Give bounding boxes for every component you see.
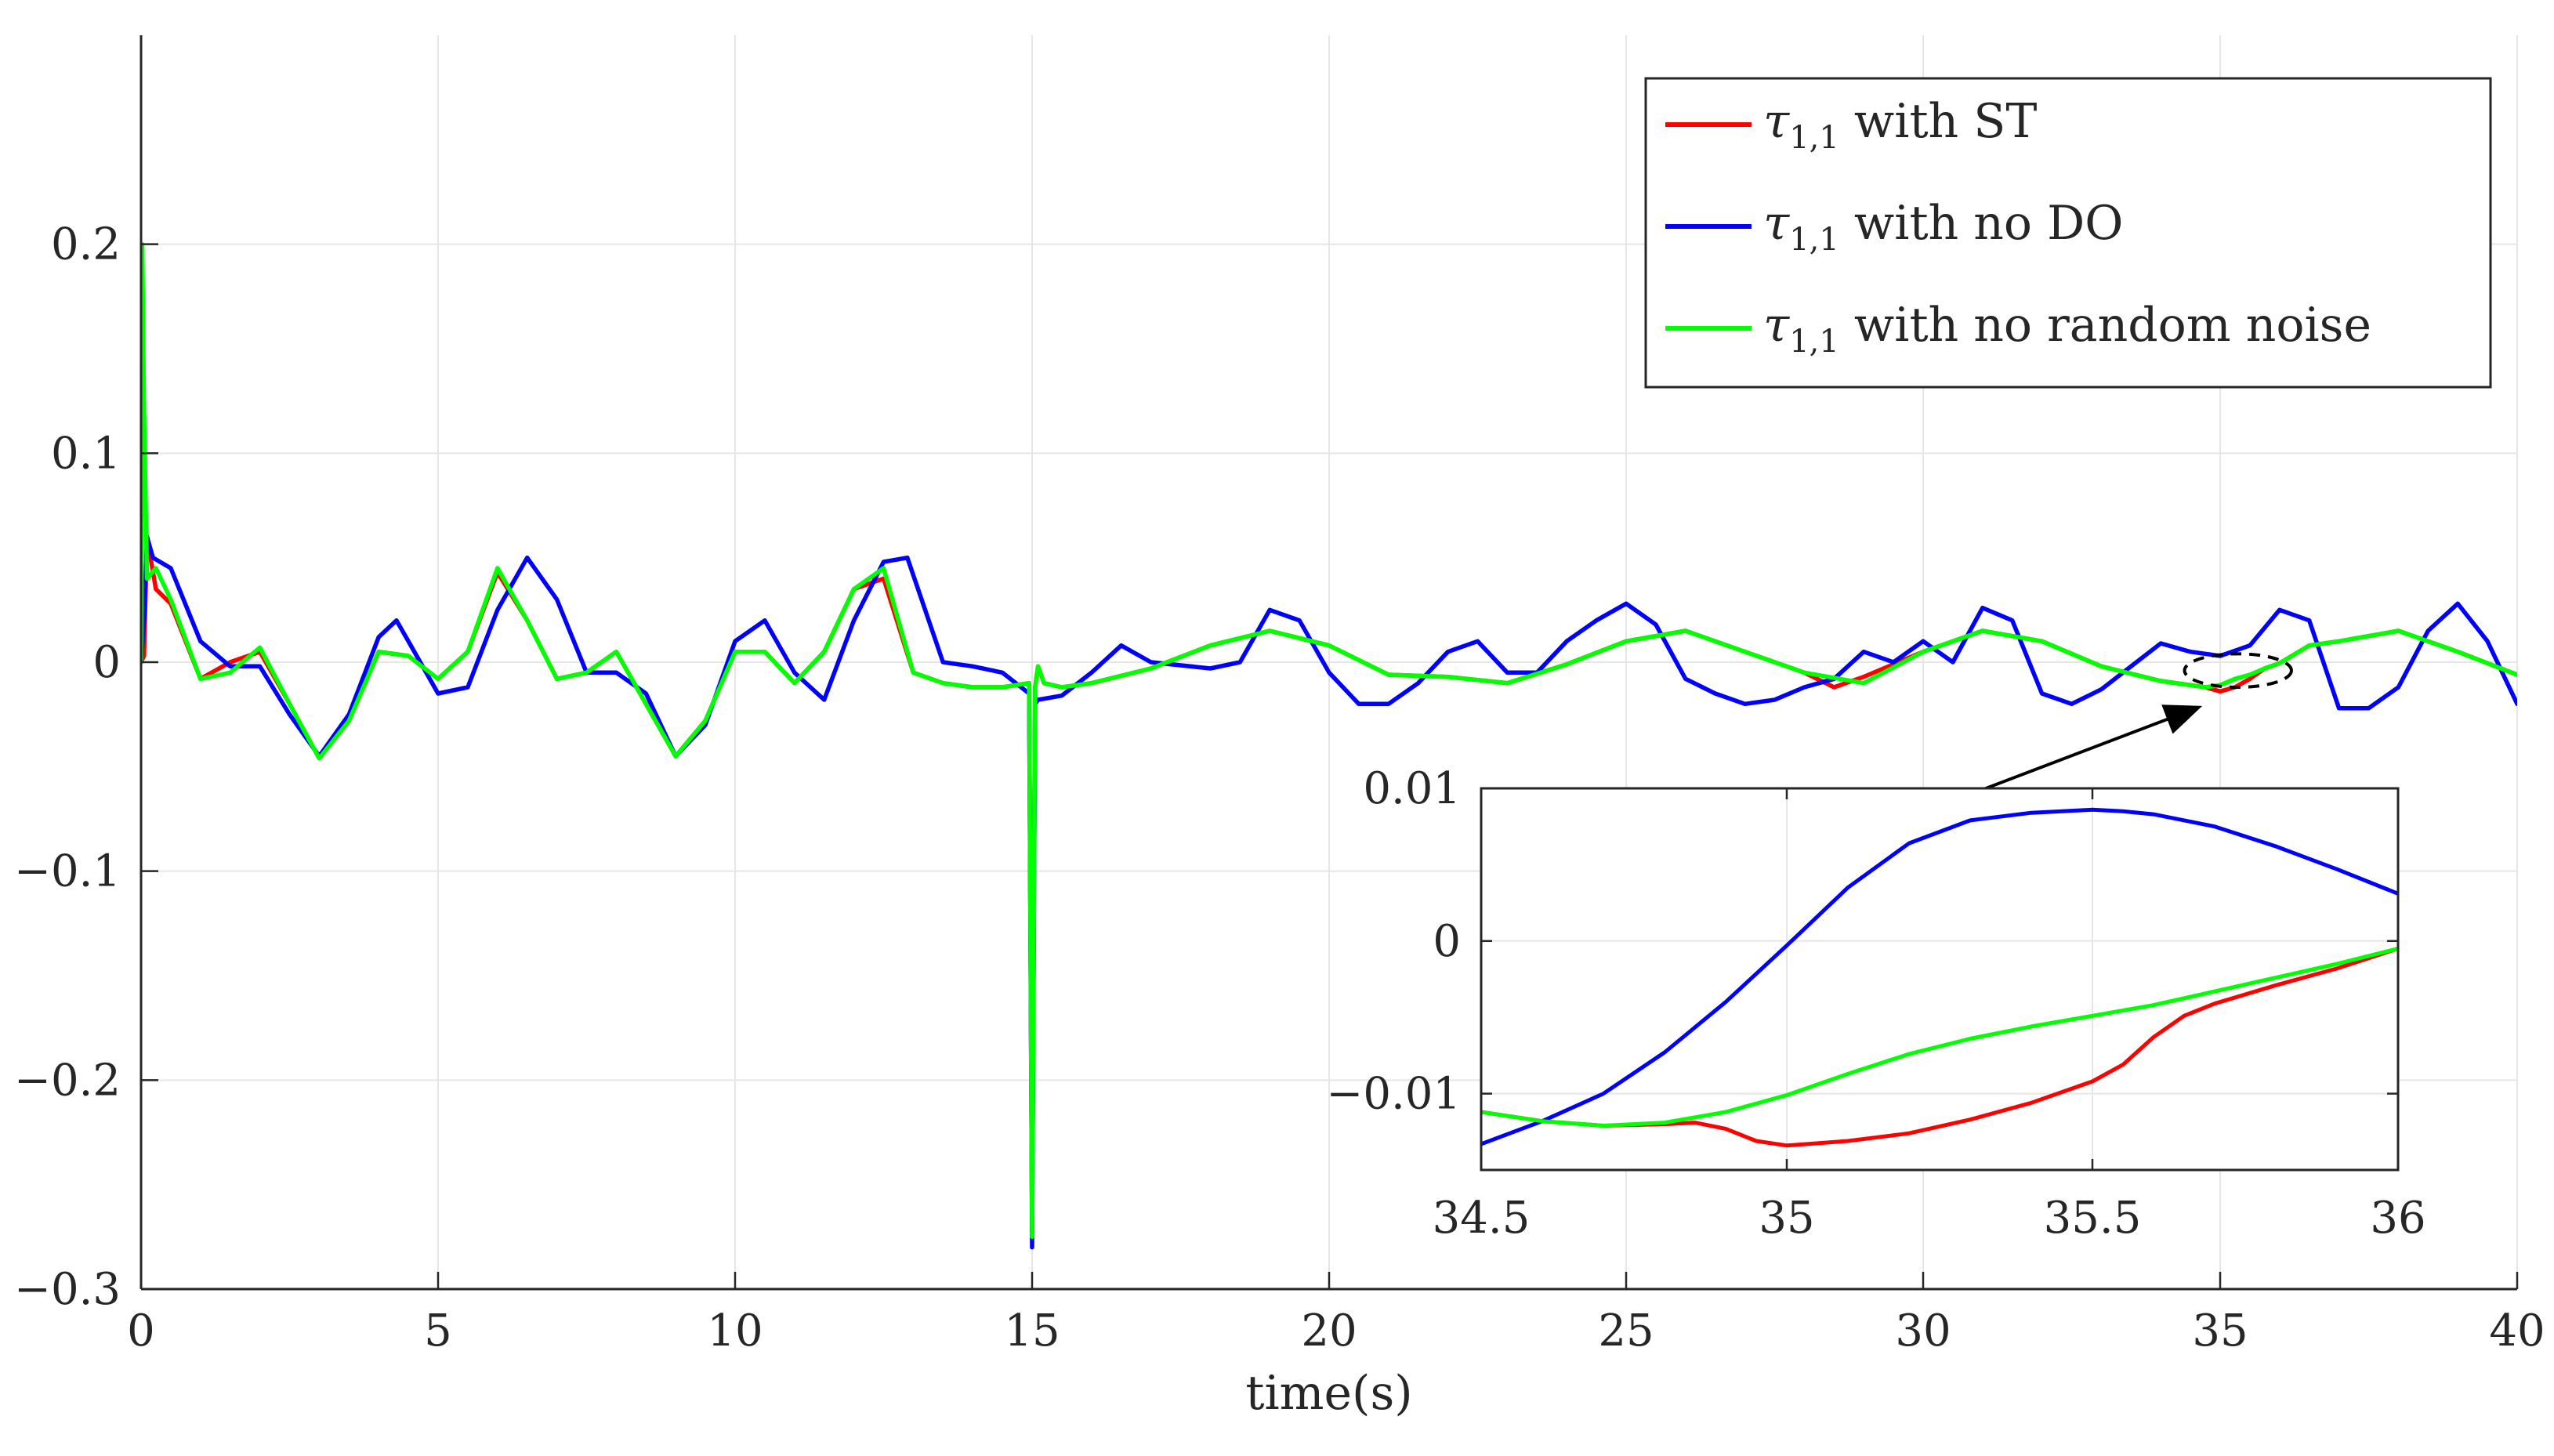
- inset-axes-box: [1480, 787, 2400, 1172]
- legend: τ1,1 with ST τ1,1 with no DO τ1,1 with no …: [1644, 77, 2492, 389]
- inset-axes: [1480, 787, 2400, 1172]
- legend-label-2: τ1,1 with no random noise: [1763, 298, 2371, 360]
- main-x-tick-label: 20: [1301, 1306, 1357, 1356]
- zoom-ellipse: [2183, 652, 2293, 690]
- main-y-tick-label: 0.2: [51, 219, 121, 270]
- main-x-tick-label: 10: [707, 1306, 763, 1356]
- inset-series-0: [1481, 947, 2398, 1148]
- inset-y-tick-label: −0.01: [1326, 1069, 1461, 1120]
- main-y-tick-label: −0.1: [14, 846, 121, 897]
- x-axis-title: time(s): [1245, 1366, 1412, 1421]
- inset-plot-area: [1481, 788, 2398, 1170]
- inset-x-tick-label: 35: [1759, 1193, 1814, 1244]
- main-axes: [139, 35, 2519, 1291]
- inset-x-tick-label: 34.5: [1433, 1193, 1531, 1244]
- main-y-tick-label: −0.3: [14, 1264, 121, 1315]
- main-x-tick-labels: 0 5 10 15 20 25 30 35 40: [127, 1306, 2545, 1356]
- inset-series-1: [1481, 807, 2398, 1146]
- main-x-tick-label: 30: [1895, 1306, 1951, 1356]
- main-y-tick-label: 0: [92, 637, 121, 688]
- legend-label-0: τ1,1 with ST: [1763, 94, 2037, 156]
- inset-y-tick-label: 0.01: [1363, 763, 1461, 814]
- main-x-tick-label: 5: [424, 1306, 452, 1356]
- main-x-tick-label: 25: [1598, 1306, 1654, 1356]
- inset-series-group: [1481, 807, 2398, 1148]
- inset-x-tick-label: 35.5: [2044, 1193, 2142, 1244]
- legend-label-1: τ1,1 with no DO: [1763, 196, 2123, 258]
- main-y-tick-label: −0.2: [14, 1055, 121, 1106]
- main-series-2: [141, 241, 2517, 1240]
- zoom-arrow: [1982, 704, 2203, 791]
- main-annotations: [1982, 652, 2293, 791]
- main-series-group: [141, 241, 2517, 1250]
- inset-y-tick-labels: −0.01 0 0.01: [1326, 763, 1461, 1120]
- main-x-tick-label: 0: [127, 1306, 155, 1356]
- main-y-tick-labels: −0.3 −0.2 −0.1 0 0.1 0.2: [14, 219, 121, 1315]
- main-x-tick-label: 15: [1004, 1306, 1060, 1356]
- inset-chart: 34.5 35 35.5 36 −0.01 0 0.01: [1326, 763, 2425, 1244]
- inset-x-tick-label: 36: [2370, 1193, 2425, 1244]
- main-x-tick-label: 40: [2489, 1306, 2545, 1356]
- main-x-tick-label: 35: [2192, 1306, 2248, 1356]
- main-series-1: [141, 534, 2517, 1250]
- inset-y-tick-label: 0: [1433, 916, 1461, 967]
- inset-x-tick-labels: 34.5 35 35.5 36: [1433, 1193, 2426, 1244]
- main-y-tick-label: 0.1: [51, 428, 121, 479]
- inset-series-2: [1481, 947, 2398, 1128]
- legend-box: [1644, 77, 2492, 389]
